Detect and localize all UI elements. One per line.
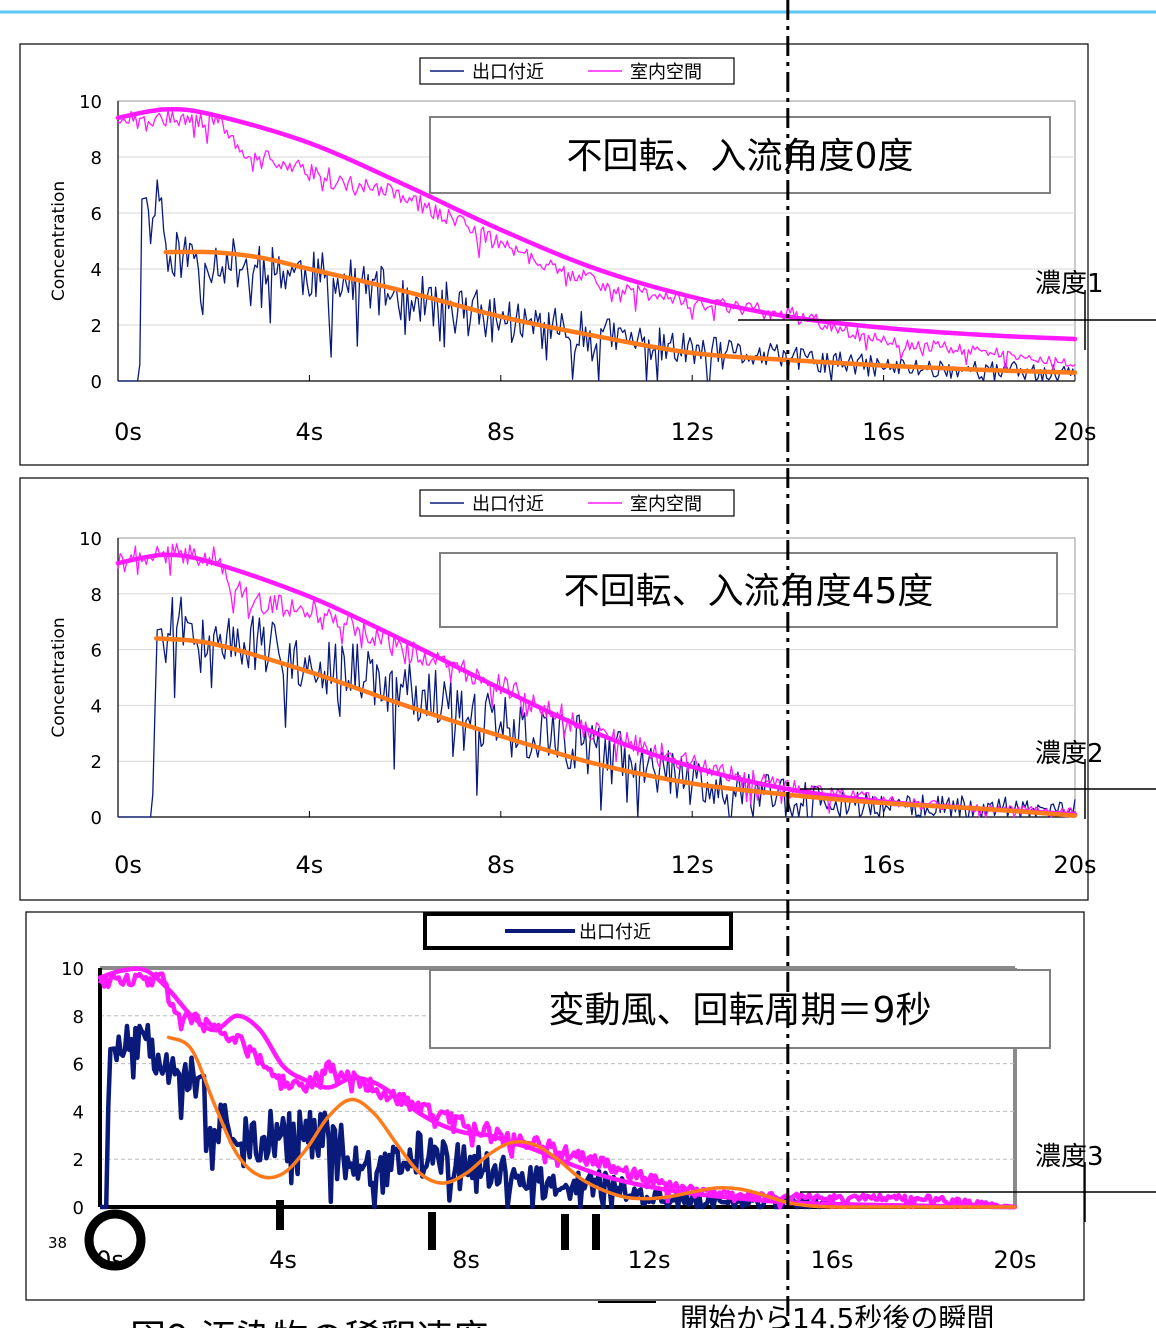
y-tick-label: 0 (73, 1198, 84, 1219)
side-label: 濃度2 (1035, 739, 1104, 769)
x-tick-label: 12s (671, 851, 714, 879)
x-tick-label: 20s (993, 1246, 1036, 1274)
stray-label: 38 (48, 1234, 67, 1252)
y-tick-label: 2 (73, 1150, 84, 1171)
legend-label: 出口付近 (472, 62, 544, 83)
y-tick-label: 4 (91, 260, 102, 281)
annotation-box (429, 116, 1051, 194)
y-tick-label: 10 (61, 959, 84, 980)
y-tick-label: 0 (91, 372, 102, 393)
series-line-2 (117, 109, 1076, 373)
y-tick-label: 0 (91, 808, 102, 829)
moment-note: 開始から14.5秒後の瞬間 (680, 1302, 994, 1328)
x-tick-label: 8s (452, 1246, 480, 1274)
series-line-1 (118, 179, 1076, 382)
legend-box (419, 489, 735, 517)
x-tick-label: 12s (671, 418, 714, 446)
annotation-box (429, 969, 1051, 1049)
series-line-2 (117, 543, 1076, 818)
series-trend-4 (166, 1035, 1017, 1209)
x-tick-label: 0s (114, 851, 142, 879)
y-axis-label: Concentration (49, 181, 69, 301)
legend-label: 室内空間 (630, 62, 702, 83)
legend-label: 室内空間 (630, 494, 702, 515)
x-tick-label: 16s (862, 851, 905, 879)
x-tick-label: 16s (810, 1246, 853, 1274)
series-line-2 (97, 971, 1016, 1210)
annotation-text: 不回転、入流角度0度 (567, 136, 914, 177)
legend-box (419, 57, 735, 85)
x-tick-label: 0s (114, 418, 142, 446)
y-tick-label: 8 (73, 1007, 84, 1028)
y-tick-label: 8 (91, 585, 102, 606)
chart-1: 0 2 4 6 8 10 0s 4s 8s 12s 16s 20s Concentration 不回転、入… (19, 43, 1156, 466)
legend-label: 出口付近 (579, 922, 651, 943)
x-tick-label: 8s (487, 851, 515, 879)
annotation-text: 変動風、回転周期＝9秒 (549, 990, 932, 1031)
overlay-group: 38 (48, 0, 790, 1328)
x-tick-label: 16s (862, 418, 905, 446)
legend-label: 出口付近 (472, 494, 544, 515)
x-tick-label: 4s (296, 851, 324, 879)
y-tick-label: 8 (91, 148, 102, 169)
y-tick-label: 6 (91, 204, 102, 225)
y-axis-label: Concentration (49, 617, 69, 737)
series-trend-4 (154, 636, 1078, 818)
series-trend-4 (163, 249, 1078, 375)
y-tick-label: 10 (79, 92, 102, 113)
annotation-box (439, 552, 1058, 628)
y-tick-label: 4 (73, 1102, 84, 1123)
axis-ring-mark (84, 1209, 146, 1271)
side-label: 濃度3 (1035, 1142, 1104, 1172)
y-tick-label: 4 (91, 696, 102, 717)
chart-2: 0 2 4 6 8 10 0s 4s 8s 12s 16s 20s Concentration 不回転、入… (19, 477, 1156, 901)
y-tick-label: 10 (79, 529, 102, 550)
series-line-1 (118, 596, 1076, 818)
chart-frame (19, 477, 1089, 901)
y-tick-label: 6 (73, 1055, 84, 1076)
y-tick-label: 6 (91, 641, 102, 662)
figure-caption: 図9 汚染物の稀釈速度 (130, 1318, 488, 1328)
series-trend-3 (97, 966, 1018, 1210)
legend-box (423, 912, 733, 950)
y-tick-label: 2 (91, 752, 102, 773)
x-tick-label: 4s (296, 418, 324, 446)
side-label: 濃度1 (1035, 269, 1104, 299)
x-tick-label: 20s (1053, 418, 1096, 446)
series-trend-3 (115, 107, 1078, 342)
x-tick-label: 4s (269, 1246, 297, 1274)
x-tick-label: 8s (487, 418, 515, 446)
y-tick-label: 2 (91, 316, 102, 337)
x-tick-label: 12s (627, 1246, 670, 1274)
x-tick-label: 20s (1053, 851, 1096, 879)
annotation-text: 不回転、入流角度45度 (564, 571, 934, 612)
